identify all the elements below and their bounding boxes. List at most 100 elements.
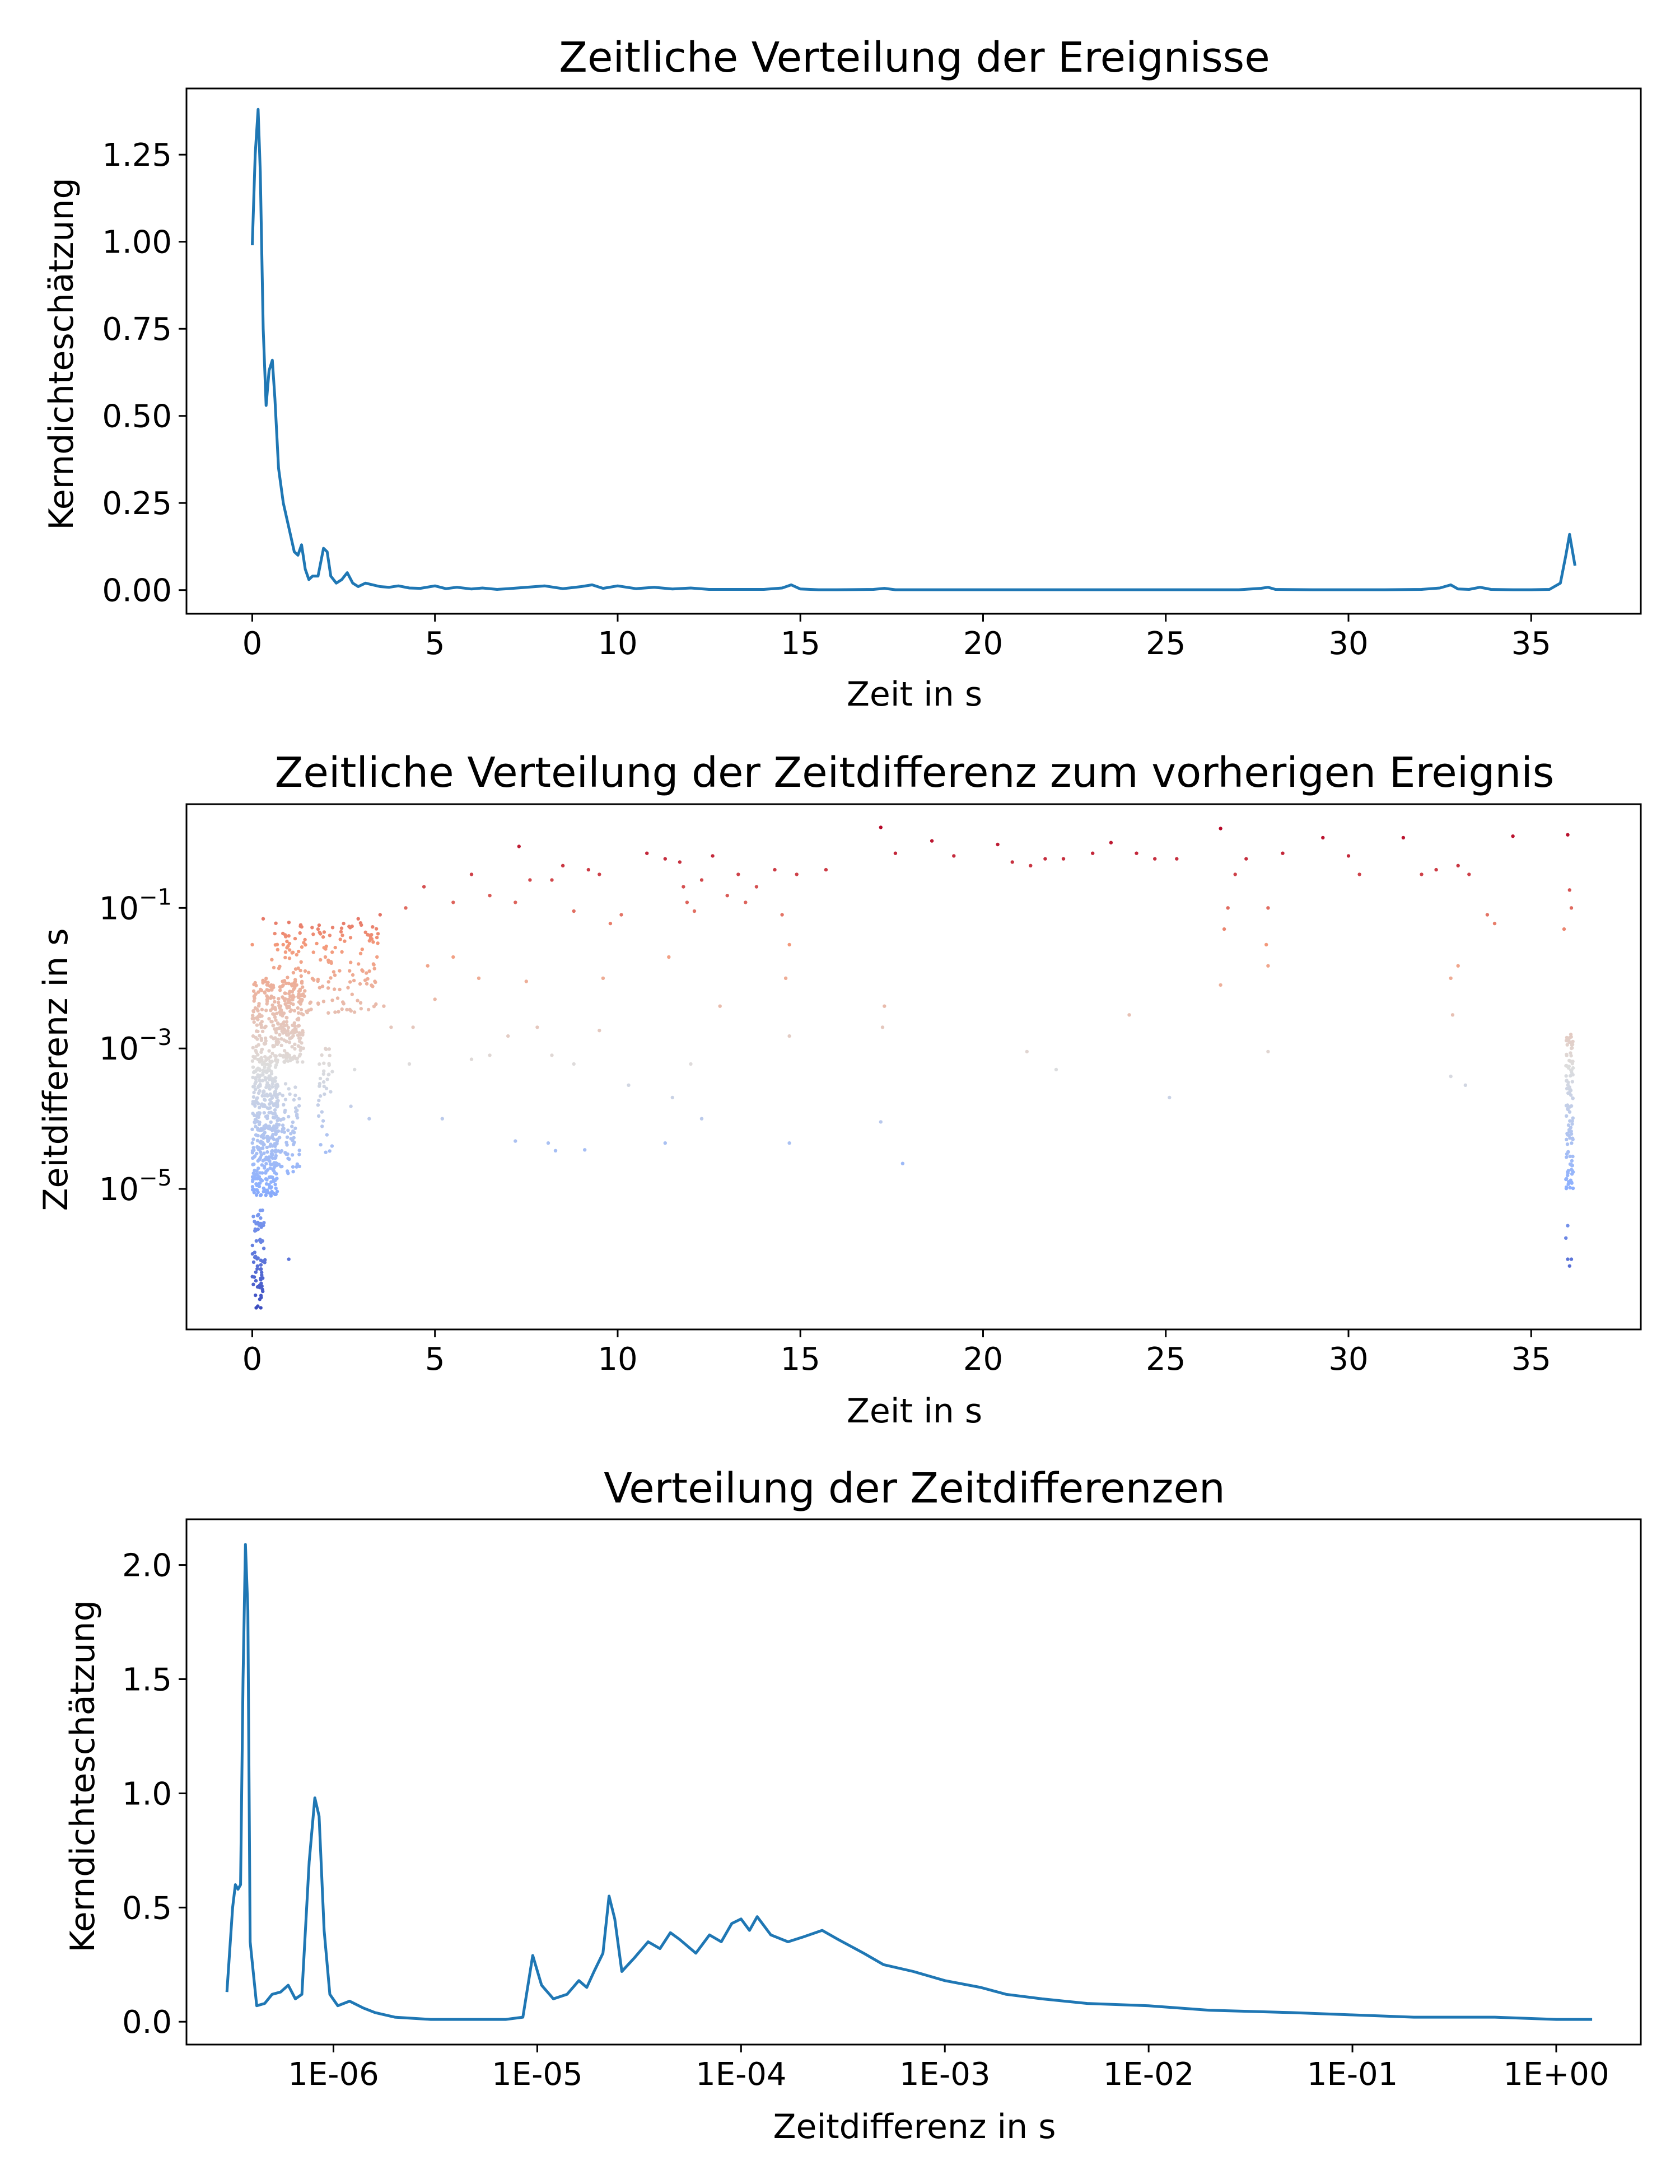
scatter-point [270,1077,275,1081]
y-tick-label: 1.5 [122,1662,172,1698]
scatter-point [670,1095,675,1100]
scatter-point [375,955,379,959]
scatter-point [253,1119,257,1123]
scatter-point [295,1165,298,1169]
scatter-point [267,1065,271,1069]
scatter-point [264,1009,268,1012]
scatter-point [295,1116,300,1120]
scatter-point [273,1108,277,1112]
scatter-point [338,937,342,941]
scatter-point [251,1075,255,1080]
scatter-point [787,1034,791,1038]
scatter-point [301,1033,305,1037]
axis-ticks: 0 5 10 15 20 25 30 35 10−5 10−3 10−1 [99,884,1551,1378]
scatter-point [291,1028,295,1033]
scatter-point [598,872,601,876]
scatter-point [332,987,337,991]
scatter-point [296,1044,300,1048]
x-axis-label: Zeit in s [847,1392,982,1431]
x-tick-label: 30 [1328,626,1368,662]
scatter-point [255,1112,260,1116]
scatter-point [259,1294,263,1298]
scatter-point [275,1042,279,1047]
scatter-point [718,1004,722,1008]
scatter-point [340,1007,344,1011]
scatter-point [260,1079,265,1082]
scatter-point [254,1293,258,1298]
scatter-point [952,854,956,858]
scatter-point [251,1215,255,1219]
scatter-point [271,1023,276,1028]
scatter-point [1570,1080,1574,1084]
scatter-point [276,1022,280,1026]
scatter-point [1109,841,1113,844]
scatter-point [274,1018,278,1022]
scatter-point [893,851,898,855]
scatter-point [1244,857,1248,861]
x-tick-label: 10 [598,1341,637,1378]
scatter-point [256,1166,260,1170]
scatter-point [260,1058,264,1062]
scatter-point [273,1065,278,1069]
scatter-point [251,1260,256,1264]
scatter-point [279,1023,283,1027]
scatter-point [250,1149,255,1153]
scatter-point [1175,857,1179,861]
scatter-point [258,1105,262,1110]
scatter-point [259,1140,263,1144]
scatter-point [318,986,321,990]
scatter-point [598,1029,601,1033]
scatter-point [278,1091,282,1096]
scatter-point [1434,867,1438,872]
scatter-point [266,1138,270,1142]
scatter-point [645,851,649,855]
x-tick-label: 15 [781,1341,820,1378]
scatter-point [404,906,408,910]
scatter-point [288,948,292,952]
scatter-point [1091,851,1095,855]
scatter-point [271,1012,275,1016]
scatter-point [298,1048,302,1052]
scatter-point [1281,851,1285,855]
scatter-point [270,1052,274,1056]
scatter-point [262,1166,267,1170]
scatter-point [433,997,437,1001]
scatter-point [317,1098,321,1103]
scatter-point [256,1009,260,1013]
scatter-point [372,967,376,970]
scatter-point [272,965,276,970]
x-tick-label: 25 [1146,626,1186,662]
scatter-point [275,1142,279,1146]
scatter-point [333,945,337,950]
scatter-point [268,1075,272,1079]
y-tick-label: 0.0 [122,2004,172,2041]
scatter-point [1570,1159,1574,1163]
scatter-point [284,1141,288,1145]
scatter-point [264,1161,268,1166]
scatter-point [251,1065,255,1069]
scatter-point [1570,1046,1574,1050]
scatter-point [1568,1105,1572,1109]
scatter-point [276,1084,280,1088]
scatter-point [269,1180,273,1184]
scatter-point [326,960,330,964]
scatter-point [250,1243,254,1248]
x-tick-label: 1E-04 [696,2056,786,2093]
scatter-point [264,1193,268,1197]
scatter-point [259,1258,263,1262]
scatter-point [374,1002,378,1006]
scatter-point [295,1112,299,1117]
scatter-point [258,1068,262,1072]
scatter-point [265,995,269,999]
scatter-point [296,1011,301,1015]
scatter-point [274,1076,278,1080]
scatter-point [279,1026,283,1030]
scatter-point [254,1077,258,1081]
scatter-point [342,1002,346,1006]
scatter-point [295,1162,299,1166]
scatter-point [287,1114,291,1119]
scatter-point [262,1060,266,1065]
scatter-point [1485,913,1490,917]
scatter-point [254,1029,259,1033]
